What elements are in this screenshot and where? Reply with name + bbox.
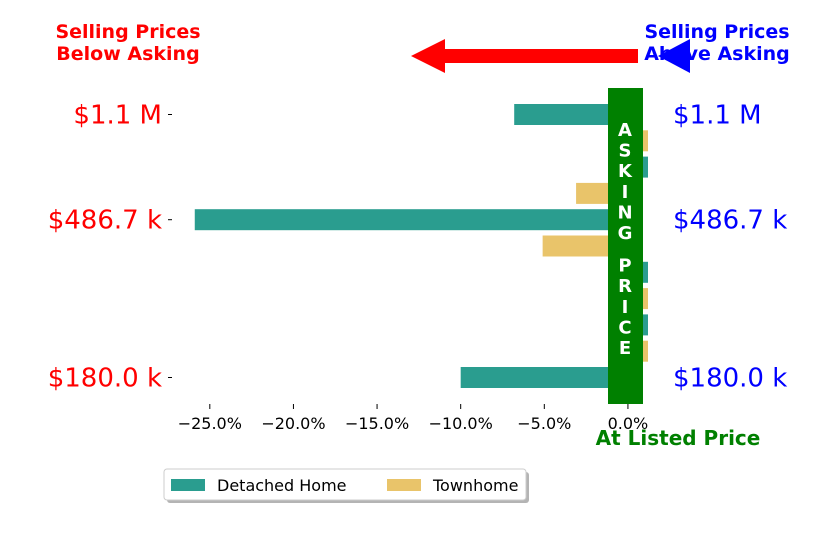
asking-price-letter: I [622, 182, 629, 203]
right-price-tick-label: $486.7 k [673, 206, 787, 236]
right-price-tick-label: $1.1 M [673, 101, 762, 131]
x-tick-label: 0.0% [608, 414, 649, 433]
asking-price-letter: N [617, 202, 632, 223]
below-asking-annotation: Selling Prices Below Asking [55, 21, 200, 65]
x-tick-label: −15.0% [345, 414, 409, 433]
left-price-axis: $1.1 M $486.7 k $180.0 k [48, 101, 172, 394]
right-price-axis: $1.1 M $486.7 k $180.0 k [673, 101, 787, 394]
right-price-tick-label: $180.0 k [673, 364, 787, 394]
left-price-tick-label: $1.1 M [73, 101, 162, 131]
x-tick-label: −20.0% [261, 414, 325, 433]
bar-townhome [542, 235, 628, 257]
asking-price-letter: S [619, 141, 632, 162]
arrow-left-icon [411, 39, 638, 73]
asking-price-letter: G [618, 223, 633, 244]
x-tick-label: −5.0% [517, 414, 571, 433]
legend: Detached Home Townhome [163, 468, 529, 503]
x-tick-label: −25.0% [178, 414, 242, 433]
at-listed-price-label: At Listed Price [596, 426, 761, 450]
legend-swatch [387, 479, 421, 491]
legend-label: Townhome [432, 476, 518, 495]
asking-price-letter: P [618, 256, 631, 277]
asking-price-letter: I [622, 297, 629, 318]
left-price-tick-label: $180.0 k [48, 364, 162, 394]
x-tick-label: −10.0% [429, 414, 493, 433]
asking-price-letter: A [618, 120, 632, 141]
bar-detached-home [460, 367, 628, 388]
bars-layer [194, 104, 648, 388]
left-price-tick-label: $486.7 k [48, 206, 162, 236]
bar-detached-home [514, 104, 628, 125]
asking-price-letter: C [618, 317, 631, 338]
bar-detached-home [194, 209, 628, 231]
asking-price-letter: K [618, 161, 633, 182]
x-axis: −25.0% −20.0% −15.0% −10.0% −5.0% 0.0% [178, 404, 649, 433]
below-asking-label-line2: Below Asking [56, 43, 199, 65]
arrow-right-icon [658, 39, 690, 73]
asking-price-letter: E [619, 338, 631, 359]
asking-price-letter: R [618, 276, 632, 297]
above-asking-label-line1: Selling Prices [644, 21, 789, 43]
asking-price-bar [608, 88, 643, 404]
legend-label: Detached Home [217, 476, 347, 495]
legend-swatch [171, 479, 205, 491]
below-asking-label-line1: Selling Prices [55, 21, 200, 43]
